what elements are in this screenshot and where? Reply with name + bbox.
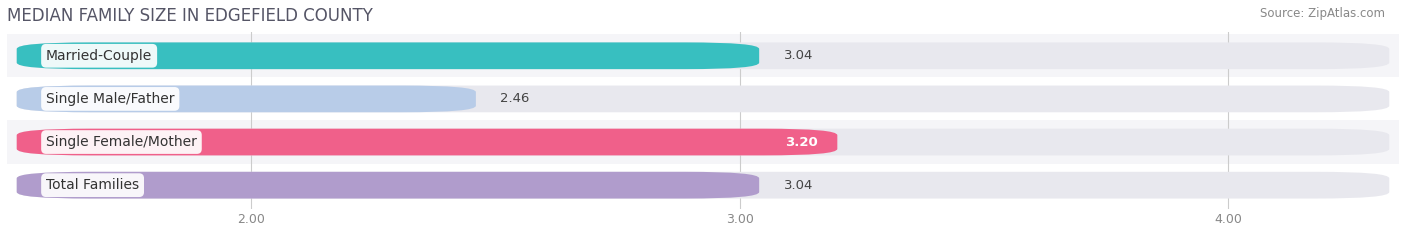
FancyBboxPatch shape [17,172,759,199]
Text: Source: ZipAtlas.com: Source: ZipAtlas.com [1260,7,1385,20]
Text: Single Female/Mother: Single Female/Mother [46,135,197,149]
Text: 3.04: 3.04 [783,49,813,62]
FancyBboxPatch shape [17,172,1389,199]
FancyBboxPatch shape [7,77,1399,120]
Text: Total Families: Total Families [46,178,139,192]
Text: 2.46: 2.46 [501,93,530,105]
Text: 3.04: 3.04 [783,179,813,192]
FancyBboxPatch shape [17,86,475,112]
FancyBboxPatch shape [17,42,1389,69]
FancyBboxPatch shape [7,34,1399,77]
Text: 3.20: 3.20 [785,136,818,148]
Text: Single Male/Father: Single Male/Father [46,92,174,106]
FancyBboxPatch shape [17,129,838,155]
FancyBboxPatch shape [7,164,1399,207]
FancyBboxPatch shape [7,120,1399,164]
FancyBboxPatch shape [17,42,759,69]
FancyBboxPatch shape [17,86,1389,112]
Text: MEDIAN FAMILY SIZE IN EDGEFIELD COUNTY: MEDIAN FAMILY SIZE IN EDGEFIELD COUNTY [7,7,373,25]
Text: Married-Couple: Married-Couple [46,49,152,63]
FancyBboxPatch shape [17,129,1389,155]
